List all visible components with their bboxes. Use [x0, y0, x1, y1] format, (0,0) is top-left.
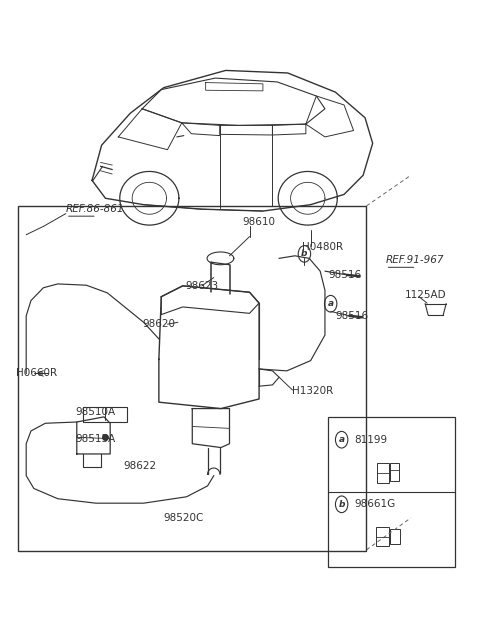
Text: 98622: 98622 — [123, 461, 156, 471]
Text: H0660R: H0660R — [16, 369, 57, 378]
Bar — [377, 463, 389, 483]
Bar — [328, 417, 455, 567]
Bar — [376, 527, 389, 546]
Text: b: b — [338, 499, 345, 509]
Bar — [390, 528, 400, 544]
Text: 1125AD: 1125AD — [405, 290, 446, 300]
Text: REF.91-967: REF.91-967 — [385, 256, 444, 265]
Text: REF.86-861: REF.86-861 — [66, 204, 124, 214]
Text: H1320R: H1320R — [292, 386, 334, 396]
Bar — [18, 206, 366, 551]
Text: 98661G: 98661G — [355, 499, 396, 509]
Text: 98516: 98516 — [328, 270, 361, 280]
Text: 98510A: 98510A — [75, 407, 116, 417]
Text: 98610: 98610 — [242, 217, 276, 227]
Text: 81199: 81199 — [355, 435, 388, 445]
Text: 98515A: 98515A — [75, 433, 116, 444]
Text: b: b — [301, 249, 308, 258]
Text: 98516: 98516 — [336, 311, 369, 321]
Text: a: a — [338, 435, 345, 444]
Text: H0480R: H0480R — [302, 243, 343, 252]
Text: 98623: 98623 — [185, 281, 218, 291]
Bar — [390, 463, 399, 481]
Text: 98620: 98620 — [142, 319, 175, 329]
Bar — [84, 406, 127, 422]
Text: a: a — [328, 299, 334, 308]
Text: 98520C: 98520C — [164, 513, 204, 523]
